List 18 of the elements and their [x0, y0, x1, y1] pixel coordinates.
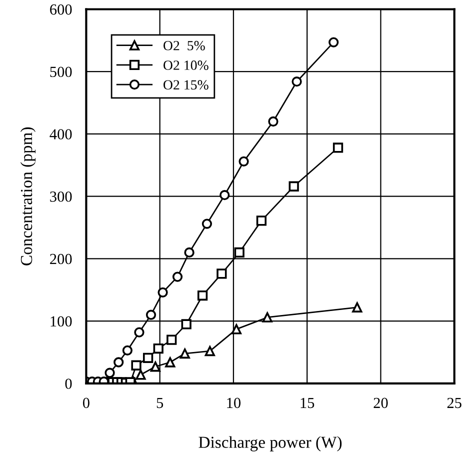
x-tick-label: 15 — [300, 398, 314, 408]
y-axis-title: Concentration (ppm) — [20, 127, 36, 266]
y-tick-label: 500 — [50, 66, 72, 78]
legend-label: O2 5% — [164, 40, 205, 50]
y-tick-label: 400 — [50, 129, 72, 140]
x-axis-title: Discharge power (W) — [198, 436, 342, 452]
legend-label: O2 15% — [164, 80, 208, 90]
y-tick-label: 600 — [50, 4, 72, 15]
x-tick-label: 5 — [156, 398, 164, 408]
y-tick-label: 0 — [65, 378, 72, 389]
y-tick-label: 300 — [50, 191, 72, 202]
y-tick-label: 200 — [50, 254, 72, 264]
y-tick-label: 100 — [50, 316, 72, 327]
x-tick-label: 20 — [374, 398, 388, 408]
x-tick-label: 0 — [82, 398, 90, 408]
x-tick-label: 25 — [447, 398, 462, 408]
legend-label: O2 10% — [164, 60, 208, 70]
x-tick-label: 10 — [227, 398, 241, 408]
